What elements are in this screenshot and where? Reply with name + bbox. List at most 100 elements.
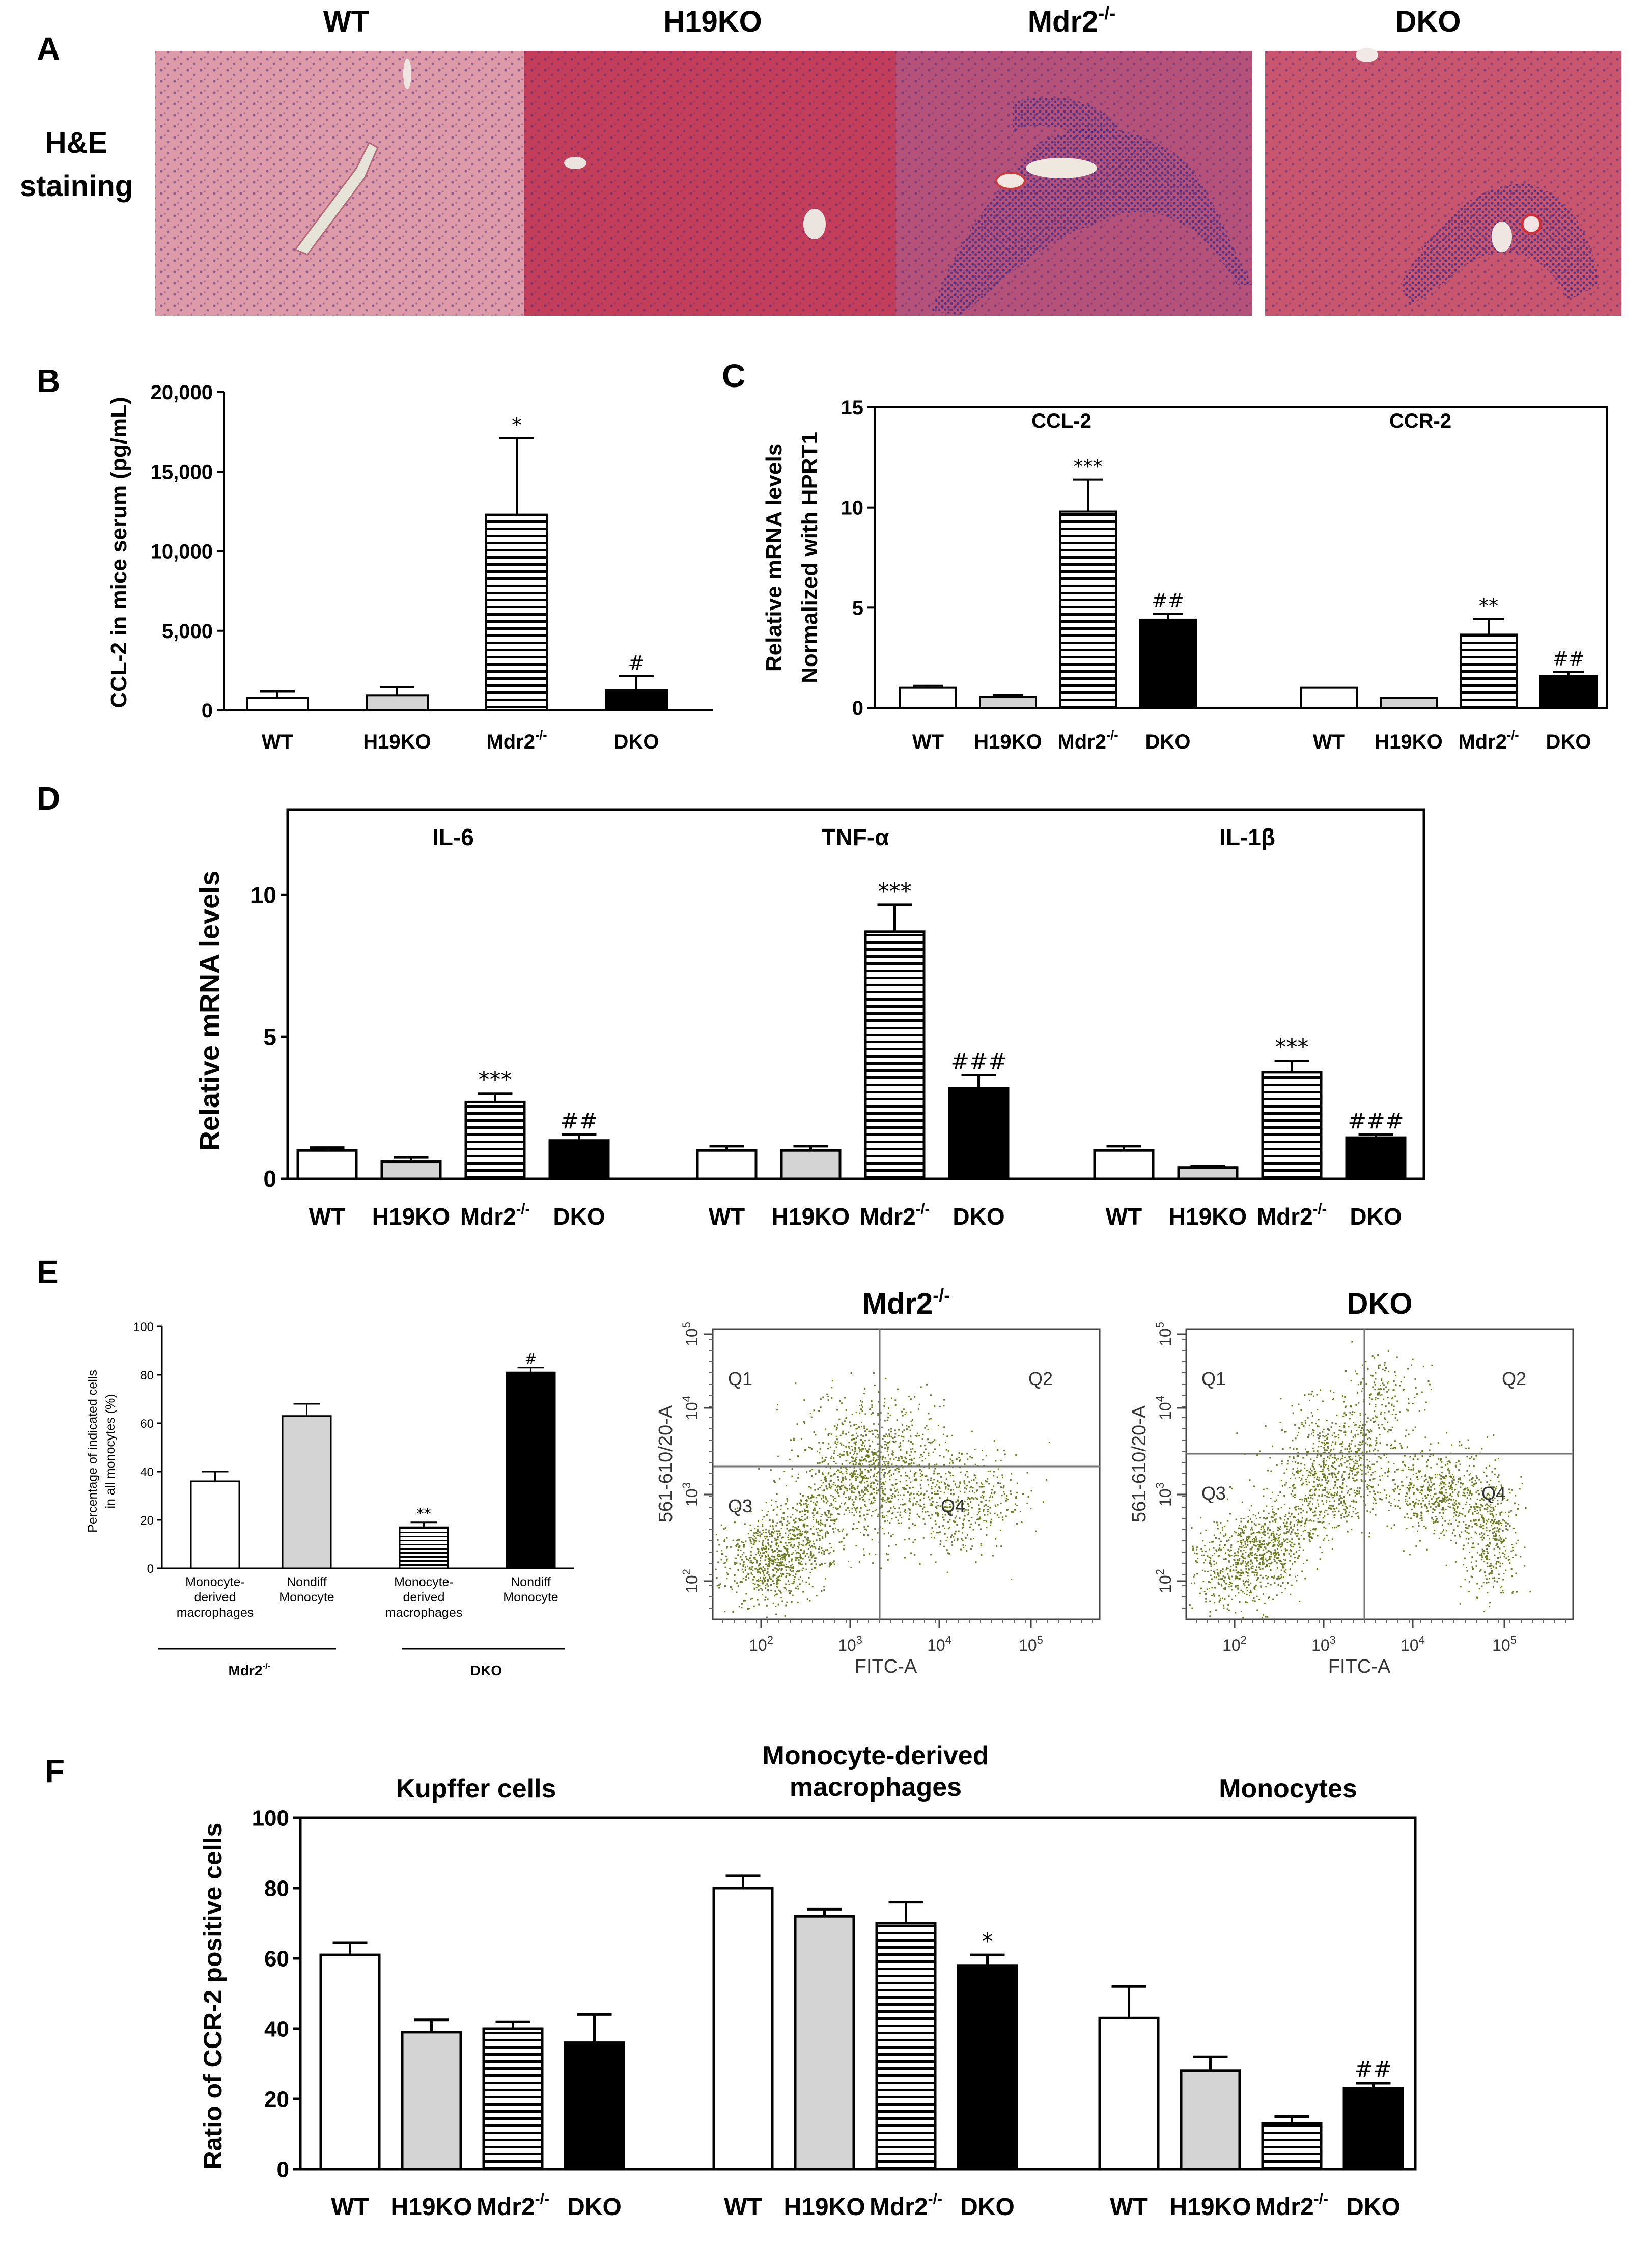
chart-f-y-tick-label: 80 — [264, 1876, 289, 1901]
chart-f-y-tick-label: 100 — [252, 1806, 289, 1831]
chart-d-x-tick-label: Mdr2-/- — [860, 1201, 930, 1230]
chart-b-x-tick-label: H19KO — [363, 731, 431, 753]
chart-c-bar — [979, 696, 1037, 709]
chart-f-bar — [564, 2041, 625, 2171]
flow-x-tick-label: 104 — [927, 1634, 951, 1654]
chart-d-y-tick-label: 10 — [250, 881, 276, 908]
flow-y-tick-label: 103 — [1154, 1482, 1174, 1507]
chart-f-x-tick-label: WT — [331, 2194, 369, 2221]
chart-e-significance-label: # — [525, 1350, 537, 1367]
he-row-label-line1: H&E — [45, 126, 107, 159]
chart-d-x-tick-label: H19KO — [1169, 1203, 1247, 1230]
chart-d-significance-label: *** — [479, 1067, 512, 1093]
flow-plot-title: Mdr2-/- — [862, 1285, 950, 1320]
chart-d-cytokine-mrna: 0 5 10 WT H19KO *** Mdr2-/- ## DKO WT H19KO *** Mdr2… — [194, 808, 1425, 1230]
chart-e-y-tick-label: 100 — [133, 1320, 154, 1334]
chart-c-bar — [1059, 510, 1117, 709]
chart-c-x-tick-label: DKO — [1145, 731, 1191, 753]
chart-b-y-axis-label: CCL-2 in mice serum (pg/mL) — [106, 397, 131, 708]
chart-f-significance-label: ## — [1355, 2057, 1392, 2083]
chart-c-x-tick-label: H19KO — [1375, 731, 1442, 753]
chart-d-bar — [1345, 1136, 1407, 1180]
chart-c-bar — [899, 686, 957, 709]
flow-y-tick-label: 104 — [680, 1396, 701, 1420]
chart-e-group-label: Mdr2-/- — [229, 1661, 271, 1678]
chart-d-x-tick-label: WT — [1106, 1203, 1142, 1230]
chart-c-y-tick-label: 5 — [852, 597, 863, 619]
he-title-h19ko: H19KO — [663, 5, 762, 38]
chart-f-bar — [401, 2031, 462, 2171]
chart-d-group-title: IL-6 — [432, 824, 474, 850]
flow-x-axis-label: FITC-A — [855, 1656, 917, 1677]
chart-c-x-tick-label: Mdr2-/- — [1057, 728, 1118, 753]
chart-e-y-tick-label: 80 — [140, 1369, 154, 1382]
chart-f-y-tick-label: 60 — [264, 1946, 289, 1971]
flow-quadrant-label: Q1 — [728, 1368, 752, 1389]
he-title-dko: DKO — [1395, 5, 1461, 38]
panel-letter-d: D — [37, 780, 60, 817]
he-title-wt: WT — [323, 5, 369, 38]
chart-f-bar — [957, 1964, 1018, 2171]
chart-c-bar — [1460, 633, 1518, 709]
he-row-label-line2: staining — [20, 170, 133, 203]
chart-f-x-tick-label: H19KO — [783, 2194, 865, 2221]
chart-d-significance-label: *** — [878, 878, 912, 904]
chart-e-y-tick-label: 60 — [140, 1417, 154, 1431]
flow-quadrant-label: Q1 — [1201, 1368, 1226, 1389]
chart-d-x-tick-label: WT — [709, 1203, 745, 1230]
chart-c-y-axis-label-line1: Relative mRNA levels — [762, 444, 787, 672]
flow-x-tick-label: 103 — [838, 1634, 862, 1654]
panel-letter-b: B — [37, 363, 60, 399]
chart-e-x-tick-label: macrophages — [177, 1606, 254, 1620]
chart-d-bar — [1261, 1071, 1323, 1180]
chart-e-bar — [282, 1415, 332, 1569]
flow-plot-title: DKO — [1347, 1287, 1413, 1320]
chart-d-x-tick-label: DKO — [553, 1203, 605, 1230]
chart-f-x-tick-label: WT — [724, 2194, 762, 2221]
flow-quadrant-label: Q2 — [1502, 1368, 1526, 1389]
chart-e-x-tick-label: derived — [403, 1590, 445, 1604]
chart-d-bar — [464, 1100, 526, 1180]
flow-y-tick-label: 105 — [680, 1322, 701, 1346]
chart-f-y-tick-label: 20 — [264, 2087, 289, 2112]
flow-quadrant-label: Q3 — [728, 1496, 752, 1516]
chart-f-group-title: Monocyte-derived — [763, 1741, 989, 1770]
chart-f-bar — [482, 2027, 544, 2171]
chart-d-bar — [1177, 1166, 1239, 1180]
panel-letter-e: E — [37, 1254, 59, 1290]
chart-b-x-tick-label: Mdr2-/- — [486, 728, 547, 753]
chart-d-significance-label: ### — [1348, 1109, 1404, 1135]
flow-plot-frame — [1185, 1328, 1574, 1620]
chart-d-bar — [548, 1139, 610, 1180]
chart-d-bar — [696, 1149, 758, 1180]
flow-x-tick-label: 105 — [1492, 1634, 1517, 1654]
chart-c-plot-frame — [874, 406, 1608, 709]
chart-f-y-tick-label: 40 — [264, 2016, 289, 2041]
chart-c-x-tick-label: DKO — [1546, 731, 1591, 753]
chart-e-y-tick-label: 20 — [140, 1514, 154, 1528]
chart-b-y-tick-label: 0 — [202, 700, 213, 722]
chart-c-x-tick-label: H19KO — [974, 731, 1042, 753]
chart-d-bar — [296, 1149, 358, 1180]
he-image-dko — [1265, 48, 1621, 316]
chart-c-y-tick-label: 15 — [841, 397, 864, 419]
chart-f-x-tick-label: WT — [1110, 2194, 1148, 2221]
flow-x-tick-label: 104 — [1401, 1634, 1425, 1654]
chart-d-bar — [948, 1087, 1010, 1180]
panel-letter-f: F — [45, 1753, 65, 1789]
chart-e-x-tick-label: macrophages — [385, 1606, 462, 1620]
chart-f-bar — [1180, 2069, 1241, 2171]
chart-d-y-axis-label: Relative mRNA levels — [194, 871, 225, 1151]
chart-d-group-title: IL-1β — [1219, 824, 1275, 850]
flow-x-tick-label: 103 — [1311, 1634, 1336, 1654]
flow-plot-dko: Q1 Q2 Q3 Q4 DKO 102 103 104 105 FITC-A 102 103 104 10… — [1129, 1287, 1574, 1677]
chart-c-group-title: CCR-2 — [1389, 410, 1451, 432]
flow-y-tick-label: 103 — [680, 1482, 701, 1507]
chart-f-group-title: Kupffer cells — [396, 1774, 556, 1804]
chart-d-y-tick-label: 5 — [263, 1023, 276, 1050]
chart-b-bar — [366, 694, 429, 711]
chart-b-significance-label: * — [512, 414, 522, 437]
chart-d-x-tick-label: WT — [309, 1203, 346, 1230]
chart-c-bar — [1300, 686, 1358, 709]
